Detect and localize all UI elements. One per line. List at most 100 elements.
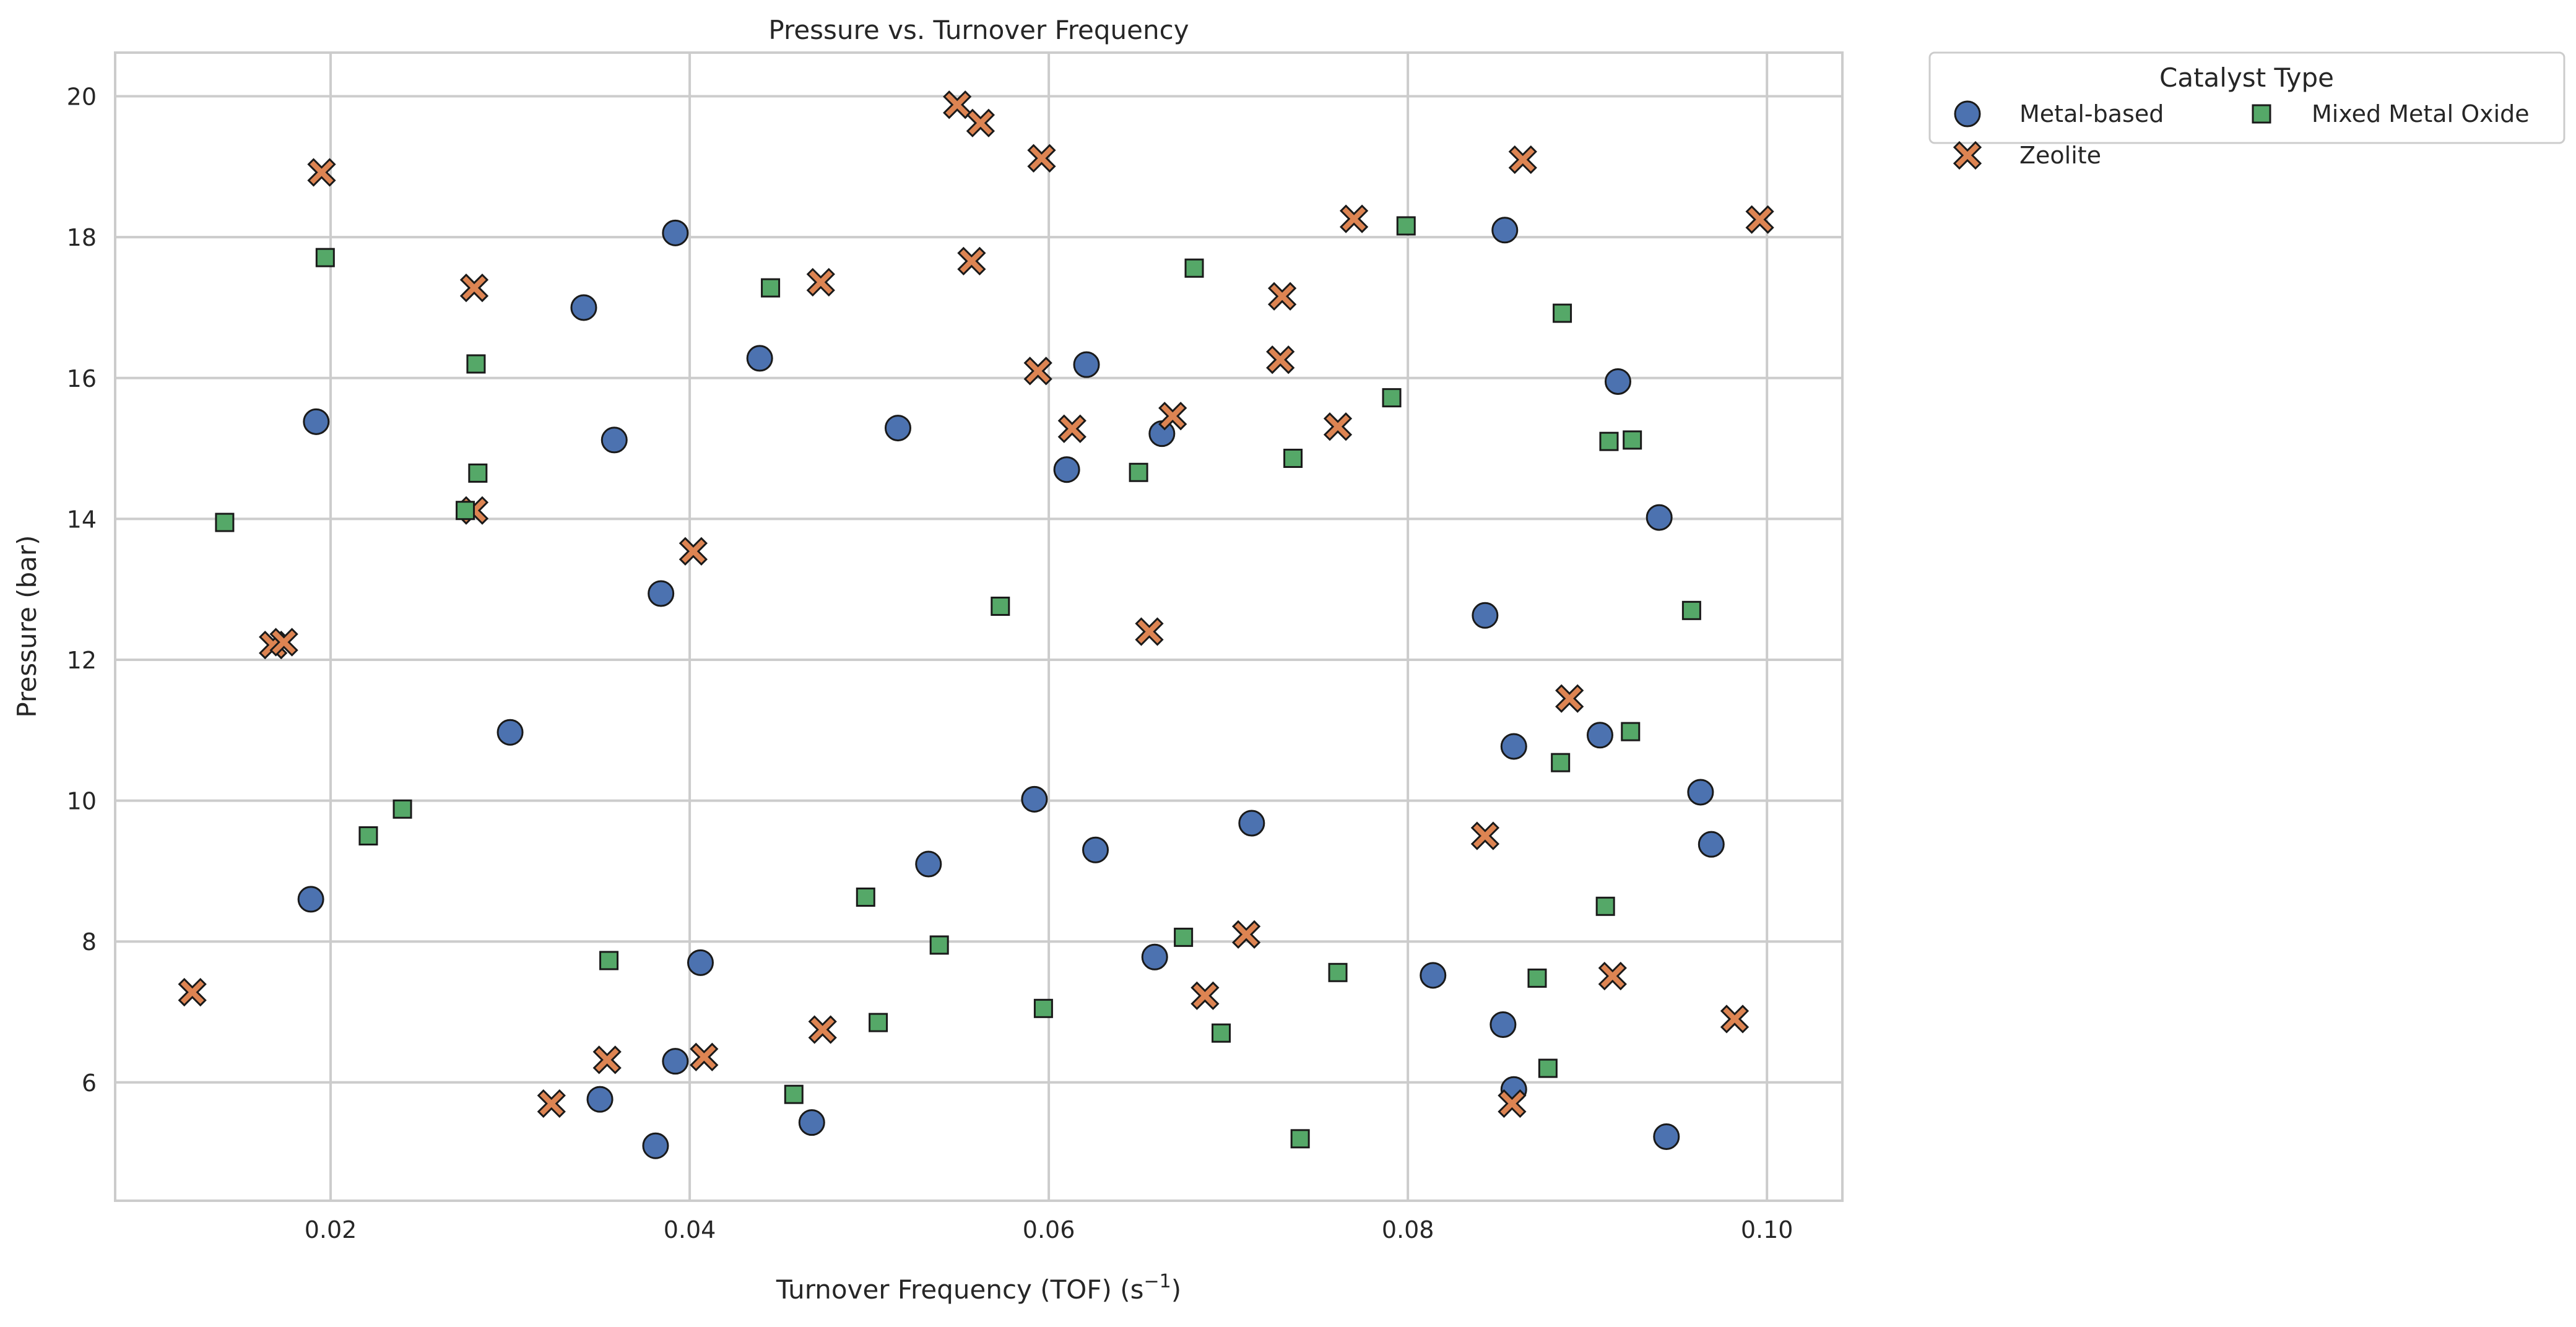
data-point	[592, 1045, 622, 1074]
data-point	[601, 426, 628, 454]
y-tick-label: 6	[82, 1070, 97, 1097]
data-point	[1023, 357, 1052, 386]
data-point	[806, 267, 835, 297]
series-zeolite	[178, 90, 1774, 1118]
legend-label: Metal-based	[2019, 100, 2164, 128]
data-point	[358, 826, 378, 845]
data-point	[303, 408, 330, 435]
data-point	[662, 1048, 689, 1075]
y-tick-label: 8	[82, 928, 97, 956]
data-point	[808, 1015, 837, 1044]
data-point	[1470, 821, 1500, 850]
data-point	[215, 512, 235, 532]
data-point	[761, 278, 781, 298]
data-point	[307, 158, 336, 187]
data-point	[1551, 753, 1571, 772]
data-point	[1420, 962, 1447, 989]
axis-ticks: 0.02 0.04 0.06 0.08 0.10 6 8 10 12 14 16 18 20	[67, 84, 1793, 1243]
legend-item: Zeolite	[1953, 140, 2101, 170]
legend-marker	[1954, 100, 1981, 128]
data-point	[1653, 1123, 1680, 1150]
data-point	[1538, 1058, 1558, 1078]
data-point	[1267, 282, 1297, 311]
legend-frame	[1928, 51, 2565, 144]
legend-marker	[2252, 104, 2271, 124]
data-point	[1604, 368, 1631, 395]
data-point	[468, 463, 488, 483]
y-tick-label: 12	[67, 647, 97, 674]
legend-marker	[1953, 140, 1982, 170]
data-point	[497, 719, 524, 746]
legend: Catalyst Type Metal-based Zeolite Mixed Me…	[1928, 51, 2565, 170]
x-axis-label-main: Turnover Frequency (TOF) (s	[776, 1274, 1144, 1305]
y-tick-label: 18	[67, 224, 97, 251]
data-point	[1238, 810, 1265, 837]
data-point	[1266, 345, 1295, 374]
data-point	[648, 580, 675, 607]
x-tick-label: 0.06	[1023, 1216, 1075, 1243]
data-point	[1231, 920, 1261, 949]
y-tick-label: 16	[67, 365, 97, 392]
data-point	[746, 345, 773, 372]
data-point	[1082, 836, 1109, 863]
y-axis-label: Pressure (bar)	[12, 535, 42, 717]
data-point	[1158, 402, 1187, 431]
data-point	[784, 1084, 804, 1104]
data-point	[1290, 1129, 1310, 1149]
data-point	[599, 951, 619, 970]
data-point	[1698, 831, 1725, 858]
data-point	[1555, 684, 1584, 713]
data-point	[642, 1132, 669, 1159]
data-point	[856, 888, 875, 907]
chart-title: Pressure vs. Turnover Frequency	[768, 15, 1189, 45]
data-point	[1623, 430, 1642, 450]
y-tick-label: 10	[67, 788, 97, 815]
x-tick-label: 0.04	[664, 1216, 716, 1243]
data-point	[1021, 785, 1048, 813]
data-point	[456, 501, 475, 521]
data-point	[1527, 968, 1547, 988]
data-point	[1382, 388, 1402, 408]
y-tick-label: 14	[67, 506, 97, 533]
data-point	[1184, 258, 1204, 278]
x-axis-label: Turnover Frequency (TOF) (s−1)	[776, 1271, 1181, 1305]
data-point	[1472, 602, 1499, 629]
data-point	[929, 935, 949, 955]
data-point	[690, 1042, 719, 1071]
data-point	[1135, 617, 1164, 646]
data-point	[1053, 456, 1080, 483]
data-point	[679, 537, 708, 566]
legend-label: Zeolite	[2019, 142, 2101, 169]
data-point	[869, 1013, 888, 1032]
data-point	[1174, 927, 1194, 947]
data-point	[1745, 205, 1774, 234]
data-point	[1141, 943, 1168, 970]
x-tick-label: 0.02	[305, 1216, 357, 1243]
data-point	[1595, 896, 1615, 916]
legend-label: Mixed Metal Oxide	[2312, 100, 2530, 128]
data-point	[1508, 145, 1537, 175]
data-point	[1283, 449, 1303, 469]
data-point	[1323, 412, 1353, 441]
data-point	[466, 354, 486, 374]
data-point	[1212, 1023, 1231, 1043]
data-point	[1621, 722, 1641, 741]
data-point	[1553, 303, 1572, 323]
data-point	[798, 1109, 825, 1136]
data-point	[1586, 722, 1613, 749]
data-point	[570, 294, 597, 321]
data-point	[687, 949, 714, 976]
data-point	[1396, 216, 1416, 236]
data-point	[1598, 961, 1627, 991]
data-point	[1328, 962, 1348, 982]
data-point	[943, 90, 972, 119]
data-point	[1490, 1011, 1517, 1038]
data-point	[991, 596, 1010, 616]
data-point	[966, 108, 995, 137]
data-point	[1491, 217, 1519, 244]
series-mixed-metal-oxide	[215, 216, 1701, 1149]
data-point	[1129, 462, 1148, 482]
data-point	[1498, 1089, 1527, 1118]
data-point	[1033, 998, 1053, 1018]
data-point	[957, 246, 986, 276]
